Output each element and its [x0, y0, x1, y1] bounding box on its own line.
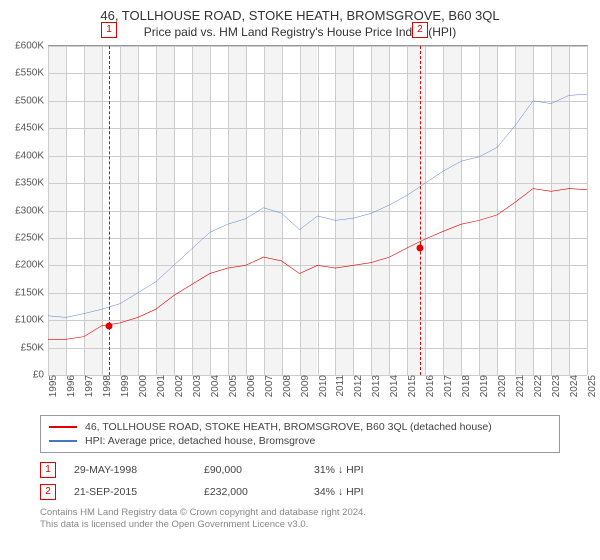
y-tick-label: £100K — [15, 315, 48, 326]
x-tick-label: 2025 — [583, 375, 598, 397]
event-marker: 1 — [40, 462, 56, 478]
x-tick-label: 2018 — [457, 375, 472, 397]
chart-title: 46, TOLLHOUSE ROAD, STOKE HEATH, BROMSGR… — [0, 0, 600, 23]
x-tick-label: 2010 — [314, 375, 329, 397]
y-tick-label: £500K — [15, 95, 48, 106]
x-tick-label: 2013 — [367, 375, 382, 397]
x-tick-label: 2000 — [134, 375, 149, 397]
x-tick-label: 2011 — [331, 375, 346, 397]
event-row: 1 29-MAY-1998£90,00031% ↓ HPI — [40, 459, 560, 481]
x-tick-label: 2023 — [547, 375, 562, 397]
x-tick-label: 2019 — [475, 375, 490, 397]
event-diff: 31% ↓ HPI — [314, 464, 414, 476]
x-tick-label: 1995 — [44, 375, 59, 397]
x-tick-label: 2001 — [152, 375, 167, 397]
chart-subtitle: Price paid vs. HM Land Registry's House … — [0, 23, 600, 45]
y-tick-label: £350K — [15, 178, 48, 189]
x-tick-label: 1999 — [116, 375, 131, 397]
event-date: 29-MAY-1998 — [74, 464, 204, 476]
x-tick-label: 2008 — [278, 375, 293, 397]
x-tick-label: 2017 — [439, 375, 454, 397]
x-tick-label: 1997 — [80, 375, 95, 397]
x-tick-label: 1996 — [62, 375, 77, 397]
x-tick-label: 2009 — [296, 375, 311, 397]
marker-label: 2 — [412, 22, 428, 38]
y-tick-label: £450K — [15, 123, 48, 134]
x-tick-label: 2016 — [421, 375, 436, 397]
marker-dot — [416, 244, 423, 251]
x-tick-label: 2007 — [260, 375, 275, 397]
plot-region: £0£50K£100K£150K£200K£250K£300K£350K£400… — [48, 45, 588, 375]
x-tick-label: 2005 — [224, 375, 239, 397]
marker-dot — [106, 322, 113, 329]
x-tick-label: 2020 — [493, 375, 508, 397]
event-row: 2 21-SEP-2015£232,00034% ↓ HPI — [40, 481, 560, 503]
y-tick-label: £200K — [15, 260, 48, 271]
footer-line1: Contains HM Land Registry data © Crown c… — [40, 507, 560, 519]
x-tick-label: 2015 — [403, 375, 418, 397]
legend-label: HPI: Average price, detached house, Brom… — [85, 435, 315, 447]
event-price: £90,000 — [204, 464, 314, 476]
x-tick-label: 2024 — [565, 375, 580, 397]
event-price: £232,000 — [204, 486, 314, 498]
event-diff: 34% ↓ HPI — [314, 486, 414, 498]
y-tick-label: £400K — [15, 150, 48, 161]
legend: 46, TOLLHOUSE ROAD, STOKE HEATH, BROMSGR… — [40, 415, 560, 453]
y-tick-label: £150K — [15, 287, 48, 298]
series-layer — [48, 46, 587, 375]
y-tick-label: £550K — [15, 68, 48, 79]
series-hpi — [48, 94, 587, 317]
x-tick-label: 2003 — [188, 375, 203, 397]
x-tick-label: 2012 — [349, 375, 364, 397]
x-tick-label: 2002 — [170, 375, 185, 397]
footer-line2: This data is licensed under the Open Gov… — [40, 519, 560, 531]
legend-swatch — [49, 426, 77, 428]
series-property — [48, 189, 587, 340]
legend-label: 46, TOLLHOUSE ROAD, STOKE HEATH, BROMSGR… — [85, 421, 492, 433]
y-tick-label: £250K — [15, 232, 48, 243]
x-tick-label: 2022 — [529, 375, 544, 397]
x-tick-label: 2004 — [206, 375, 221, 397]
legend-row: 46, TOLLHOUSE ROAD, STOKE HEATH, BROMSGR… — [49, 420, 551, 434]
x-tick-label: 1998 — [98, 375, 113, 397]
legend-swatch — [49, 440, 77, 442]
x-tick-label: 2006 — [242, 375, 257, 397]
x-tick-label: 2021 — [511, 375, 526, 397]
footer: Contains HM Land Registry data © Crown c… — [40, 507, 560, 532]
event-date: 21-SEP-2015 — [74, 486, 204, 498]
marker-label: 1 — [101, 22, 117, 38]
chart-area: £0£50K£100K£150K£200K£250K£300K£350K£400… — [48, 45, 588, 405]
y-tick-label: £600K — [15, 41, 48, 52]
legend-row: HPI: Average price, detached house, Brom… — [49, 434, 551, 448]
marker-line — [420, 46, 421, 375]
y-tick-label: £300K — [15, 205, 48, 216]
event-marker: 2 — [40, 484, 56, 500]
x-tick-label: 2014 — [385, 375, 400, 397]
y-tick-label: £50K — [21, 342, 48, 353]
gridline-v — [587, 46, 588, 375]
events-table: 1 29-MAY-1998£90,00031% ↓ HPI 2 21-SEP-2015… — [40, 459, 560, 503]
